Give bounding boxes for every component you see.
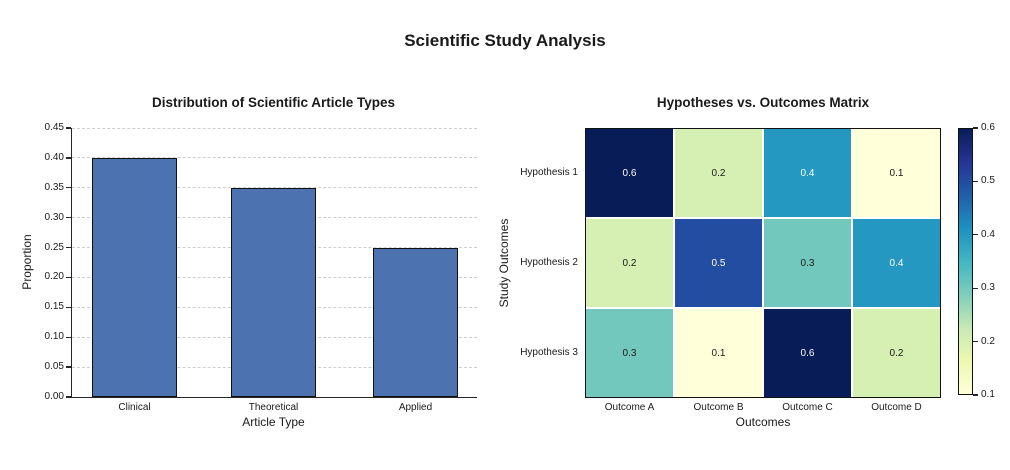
heatmap-cell: 0.4	[853, 219, 940, 307]
colorbar-tick-label: 0.4	[981, 228, 995, 240]
y-axis-tick-mark	[66, 157, 71, 159]
y-axis-tick-mark	[66, 127, 71, 129]
heatmap-cell: 0.2	[853, 309, 940, 397]
colorbar-tick-mark	[973, 340, 978, 343]
bar-chart-title: Distribution of Scientific Article Types	[151, 95, 396, 110]
colorbar-tick-mark	[973, 234, 978, 236]
heatmap-col-label: Outcome A	[604, 402, 655, 413]
y-axis-tick-mark	[66, 246, 71, 249]
heatmap-cell-value: 0.5	[711, 257, 726, 269]
colorbar-tick-mark	[973, 180, 978, 183]
y-axis-tick-label: 0.35	[44, 181, 64, 193]
heatmap-cell-value: 0.2	[711, 167, 726, 179]
heatmap-row-label: Hypothesis 3	[520, 347, 578, 358]
bar-clinical	[91, 157, 177, 397]
heatmap-cell-value: 0.4	[889, 257, 904, 269]
colorbar-tick-mark	[973, 127, 978, 129]
heatmap-cell: 0.6	[764, 309, 851, 397]
y-axis-tick-mark	[66, 276, 71, 279]
y-axis-tick-mark	[66, 336, 71, 338]
bar-applied	[372, 247, 458, 397]
bar-chart-ylabel: Proportion	[20, 234, 34, 290]
bar-chart-gridline	[72, 157, 477, 159]
colorbar-tick-mark	[973, 394, 978, 396]
heatmap-col-label: Outcome C	[782, 402, 833, 413]
heatmap-cell-value: 0.3	[622, 347, 637, 359]
heatmap-cell: 0.3	[764, 219, 851, 307]
bar-theoretical	[230, 187, 316, 397]
colorbar-tick-label: 0.2	[981, 335, 995, 347]
colorbar	[958, 128, 973, 395]
heatmap-row-label: Hypothesis 1	[520, 167, 578, 178]
heatmap-cell: 0.1	[853, 129, 940, 217]
y-axis-tick-label: 0.15	[44, 301, 64, 313]
heatmap-cell: 0.2	[586, 219, 673, 307]
y-axis-tick-mark	[66, 187, 71, 189]
heatmap-row-label: Hypothesis 2	[520, 257, 578, 268]
y-axis-tick-mark	[66, 217, 71, 219]
heatmap-title: Hypotheses vs. Outcomes Matrix	[656, 95, 870, 110]
figure-title: Scientific Study Analysis	[404, 31, 606, 50]
bar-chart-xlabel: Article Type	[242, 415, 305, 429]
heatmap-cell: 0.2	[675, 129, 762, 217]
heatmap-xlabel: Outcomes	[735, 415, 791, 429]
x-axis-tick-label: Applied	[398, 402, 433, 413]
heatmap-cell: 0.4	[764, 129, 851, 217]
heatmap-cell-value: 0.2	[889, 347, 904, 359]
bar-chart-plot-area	[71, 127, 477, 398]
y-axis-tick-label: 0.20	[44, 271, 64, 283]
y-axis-tick-label: 0.05	[44, 361, 64, 373]
bar-chart-gridline	[72, 127, 477, 129]
heatmap-cell-value: 0.6	[800, 347, 815, 359]
heatmap-cell-value: 0.4	[800, 167, 815, 179]
heatmap-cell: 0.6	[586, 129, 673, 217]
x-axis-tick-label: Theoretical	[248, 402, 299, 413]
heatmap-cell: 0.1	[675, 309, 762, 397]
heatmap-col-label: Outcome B	[693, 402, 744, 413]
y-axis-tick-mark	[66, 366, 71, 368]
heatmap-cell: 0.3	[586, 309, 673, 397]
heatmap-cell-value: 0.6	[622, 167, 637, 179]
bar-chart-gridline	[72, 187, 477, 189]
y-axis-tick-label: 0.40	[44, 151, 64, 163]
colorbar-tick-mark	[973, 287, 978, 289]
colorbar-tick-label: 0.1	[981, 389, 995, 400]
y-axis-tick-label: 0.25	[44, 241, 64, 253]
heatmap-cell: 0.5	[675, 219, 762, 307]
y-axis-tick-mark	[66, 396, 71, 398]
y-axis-tick-label: 0.00	[44, 391, 64, 402]
y-axis-tick-label: 0.45	[44, 122, 64, 133]
y-axis-tick-mark	[66, 306, 71, 308]
heatmap-cell-value: 0.1	[889, 167, 904, 179]
heatmap-col-label: Outcome D	[871, 402, 922, 413]
colorbar-tick-label: 0.6	[981, 122, 995, 133]
heatmap-cell-value: 0.3	[800, 257, 815, 269]
heatmap-cell-value: 0.2	[622, 257, 637, 269]
y-axis-tick-label: 0.30	[44, 211, 64, 223]
x-axis-tick-label: Clinical	[118, 402, 151, 413]
heatmap-grid: 0.6 0.2 0.4 0.1 0.2 0.5 0.3 0.4 0.3 0.1 0.6 0.2	[585, 128, 941, 398]
colorbar-tick-label: 0.5	[981, 175, 995, 187]
y-axis-tick-label: 0.10	[44, 331, 64, 343]
heatmap-cell-value: 0.1	[711, 347, 726, 359]
colorbar-tick-label: 0.3	[981, 282, 995, 294]
